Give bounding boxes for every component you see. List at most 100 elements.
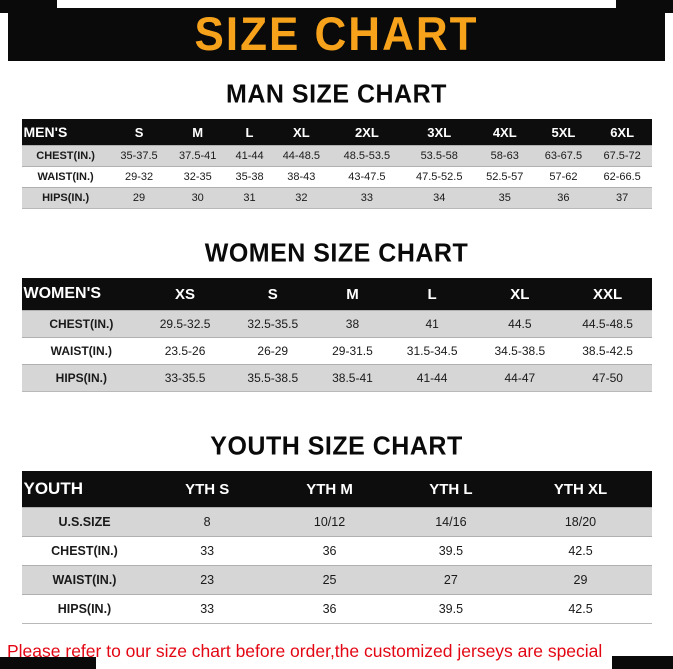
- corner-decoration-bottom-left: [0, 657, 96, 669]
- column-header-cell: 2XL: [330, 119, 404, 146]
- value-cell: 43-47.5: [330, 166, 404, 188]
- value-cell: 32: [272, 187, 331, 209]
- column-header-cell: XL: [476, 278, 564, 311]
- value-cell: 39.5: [392, 536, 510, 566]
- size-table: WOMEN'S XS S M L XL XXL CHEST(IN.) 29.5-32.5 32.5…: [21, 278, 652, 392]
- men-size-table-container: MEN'S S M L XL 2XL 3XL 4XL 5XL 6XL CHEST(IN.) 35-37…: [21, 119, 652, 209]
- value-cell: 30: [168, 187, 228, 209]
- corner-decoration-bottom-right: [612, 656, 673, 669]
- row-label-cell: CHEST(IN.): [21, 536, 148, 566]
- row-label-cell: CHEST(IN.): [21, 145, 110, 167]
- women-size-section: WOMEN SIZE CHART WOMEN'S XS S M L XL XXL CHEST(…: [0, 238, 673, 392]
- column-header-cell: S: [109, 119, 169, 146]
- value-cell: 33-35.5: [141, 364, 229, 392]
- men-size-section: MAN SIZE CHART MEN'S S M L XL 2XL 3XL 4XL 5XL 6XL…: [0, 79, 673, 209]
- value-cell: 36: [534, 187, 593, 209]
- size-table: MEN'S S M L XL 2XL 3XL 4XL 5XL 6XL CHEST(IN.) 35-37…: [21, 119, 652, 209]
- column-header-cell: 5XL: [534, 119, 593, 146]
- value-cell: 44-48.5: [272, 145, 331, 167]
- value-cell: 35-38: [227, 166, 273, 188]
- column-header-cell: YTH S: [147, 471, 267, 508]
- value-cell: 25: [266, 565, 393, 595]
- value-cell: 42.5: [509, 536, 652, 566]
- column-header-cell: M: [168, 119, 228, 146]
- value-cell: 67.5-72: [592, 145, 652, 167]
- value-cell: 47-50: [563, 364, 652, 392]
- value-cell: 37: [592, 187, 652, 209]
- value-cell: 48.5-53.5: [330, 145, 404, 167]
- row-label-cell: WAIST(IN.): [21, 565, 148, 595]
- value-cell: 29: [109, 187, 169, 209]
- disclaimer-line-1: Please refer to our size chart before or…: [7, 641, 603, 669]
- value-cell: 41: [388, 310, 476, 338]
- column-header-cell: XS: [141, 278, 229, 311]
- women-section-heading: WOMEN SIZE CHART: [204, 238, 469, 268]
- row-label-cell: CHEST(IN.): [21, 310, 142, 338]
- value-cell: 62-66.5: [592, 166, 652, 188]
- value-cell: 18/20: [509, 507, 652, 537]
- table-row: WAIST(IN.) 29-32 32-35 35-38 38-43 43-47.5 47.…: [21, 166, 652, 188]
- table-row: CHEST(IN.) 33 36 39.5 42.5: [21, 536, 652, 566]
- value-cell: 38: [316, 310, 389, 338]
- youth-section-heading: YOUTH SIZE CHART: [210, 431, 463, 461]
- value-cell: 38.5-42.5: [563, 337, 652, 365]
- value-cell: 34: [403, 187, 476, 209]
- value-cell: 32-35: [168, 166, 228, 188]
- value-cell: 38-43: [272, 166, 331, 188]
- column-header-cell: 4XL: [475, 119, 535, 146]
- table-row: HIPS(IN.) 33 36 39.5 42.5: [21, 594, 652, 624]
- title-banner: SIZE CHART: [8, 8, 665, 61]
- row-label-cell: WAIST(IN.): [21, 337, 142, 365]
- value-cell: 44.5-48.5: [563, 310, 652, 338]
- row-label-cell: HIPS(IN.): [21, 364, 142, 392]
- table-title-cell: YOUTH: [21, 471, 148, 508]
- table-row: CHEST(IN.) 35-37.5 37.5-41 41-44 44-48.5 48.5…: [21, 145, 652, 167]
- value-cell: 35.5-38.5: [228, 364, 317, 392]
- value-cell: 38.5-41: [316, 364, 389, 392]
- column-header-cell: YTH XL: [509, 471, 652, 508]
- value-cell: 47.5-52.5: [403, 166, 476, 188]
- disclaimer: Please refer to our size chart before or…: [7, 640, 673, 669]
- value-cell: 29-32: [109, 166, 169, 188]
- value-cell: 33: [147, 594, 267, 624]
- column-header-cell: XL: [272, 119, 331, 146]
- value-cell: 29: [509, 565, 652, 595]
- corner-decoration-top-left: [0, 0, 57, 13]
- table-row: U.S.SIZE 8 10/12 14/16 18/20: [21, 507, 652, 537]
- value-cell: 27: [392, 565, 510, 595]
- value-cell: 44-47: [476, 364, 564, 392]
- corner-decoration-top-right: [616, 0, 673, 13]
- row-label-cell: HIPS(IN.): [21, 594, 148, 624]
- table-row: WAIST(IN.) 23.5-26 26-29 29-31.5 31.5-34.5 34…: [21, 337, 652, 365]
- youth-size-section: YOUTH SIZE CHART YOUTH YTH S YTH M YTH L YTH…: [0, 431, 673, 624]
- women-size-table-container: WOMEN'S XS S M L XL XXL CHEST(IN.) 29.5-32.5 32.5…: [21, 278, 652, 392]
- row-label-cell: WAIST(IN.): [21, 166, 110, 188]
- value-cell: 10/12: [266, 507, 393, 537]
- table-row: HIPS(IN.) 29 30 31 32 33 34 35 36 37: [21, 187, 652, 209]
- value-cell: 52.5-57: [475, 166, 535, 188]
- value-cell: 35: [475, 187, 535, 209]
- men-section-heading: MAN SIZE CHART: [226, 79, 447, 109]
- table-header-row: MEN'S S M L XL 2XL 3XL 4XL 5XL 6XL: [21, 119, 652, 146]
- column-header-cell: L: [227, 119, 273, 146]
- value-cell: 41-44: [388, 364, 476, 392]
- column-header-cell: S: [228, 278, 317, 311]
- value-cell: 29-31.5: [316, 337, 389, 365]
- table-header-row: WOMEN'S XS S M L XL XXL: [21, 278, 652, 311]
- column-header-cell: L: [388, 278, 476, 311]
- value-cell: 8: [147, 507, 267, 537]
- value-cell: 58-63: [475, 145, 535, 167]
- column-header-cell: YTH M: [266, 471, 393, 508]
- value-cell: 23.5-26: [141, 337, 229, 365]
- value-cell: 31: [227, 187, 273, 209]
- value-cell: 33: [330, 187, 404, 209]
- page-title: SIZE CHART: [194, 7, 479, 61]
- table-row: HIPS(IN.) 33-35.5 35.5-38.5 38.5-41 41-44 44-…: [21, 364, 652, 392]
- value-cell: 42.5: [509, 594, 652, 624]
- value-cell: 57-62: [534, 166, 593, 188]
- column-header-cell: YTH L: [392, 471, 510, 508]
- value-cell: 39.5: [392, 594, 510, 624]
- value-cell: 26-29: [228, 337, 317, 365]
- value-cell: 34.5-38.5: [476, 337, 564, 365]
- value-cell: 29.5-32.5: [141, 310, 229, 338]
